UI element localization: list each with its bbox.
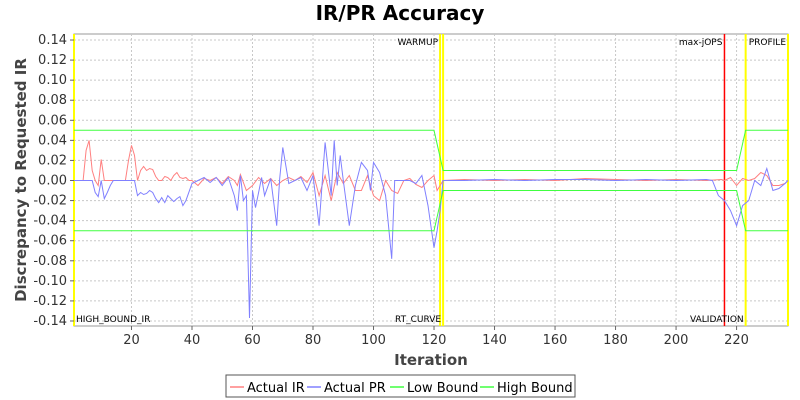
- legend: Actual IR Actual PR Low Bound High Bound: [225, 374, 576, 398]
- series-line: [74, 190, 788, 232]
- axis-layer: 0.14 0.12 0.10 0.08 0.06 0.04 0.02 0.00 -0.02 -0.…: [33, 33, 749, 348]
- series-line: [74, 140, 789, 319]
- y-tick-label: 0.02: [38, 153, 67, 168]
- legend-label: Actual IR: [247, 381, 305, 396]
- x-tick-label: 200: [664, 333, 689, 348]
- y-tick-label: -0.02: [33, 194, 67, 209]
- y-tick-label: 0.08: [38, 93, 67, 108]
- chart-title: IR/PR Accuracy: [316, 1, 485, 25]
- x-tick-label: 100: [361, 333, 386, 348]
- marker-label: VALIDATION: [690, 315, 744, 325]
- x-tick-label: 20: [123, 333, 140, 348]
- y-tick-label: -0.14: [33, 314, 67, 329]
- y-tick-label: -0.04: [33, 214, 67, 229]
- x-tick-label: 220: [724, 333, 749, 348]
- x-tick-label: 160: [543, 333, 568, 348]
- legend-label: Low Bound: [407, 381, 478, 396]
- series-group: [74, 140, 789, 319]
- x-tick-label: 120: [422, 333, 447, 348]
- y-tick-label: 0.06: [38, 113, 67, 128]
- marker-layer: WARMUP max-jOPS PROFILE HIGH_BOUND_IR RT_CUR…: [73, 34, 789, 326]
- y-tick-label: 0.00: [38, 174, 67, 189]
- x-tick-label: 180: [603, 333, 628, 348]
- x-tick-label: 140: [482, 333, 507, 348]
- marker-label: WARMUP: [397, 38, 438, 48]
- y-tick-label: 0.12: [38, 53, 67, 68]
- y-tick-label: 0.14: [38, 33, 67, 48]
- y-tick-label: -0.08: [33, 254, 67, 269]
- series-group: [74, 190, 788, 232]
- x-tick-label: 60: [244, 333, 261, 348]
- y-tick-label: 0.04: [38, 133, 67, 148]
- legend-frame: [225, 374, 576, 398]
- series-line: [74, 129, 788, 171]
- marker-label: HIGH_BOUND_IR: [76, 315, 150, 325]
- y-axis-label: Discrepancy to Requested IR: [12, 58, 30, 302]
- y-tick-label: -0.12: [33, 294, 67, 309]
- marker-label: PROFILE: [749, 38, 787, 48]
- legend-label: High Bound: [497, 381, 573, 396]
- series-layer: [74, 129, 789, 319]
- y-tick-label: -0.06: [33, 234, 67, 249]
- x-tick-label: 80: [305, 333, 322, 348]
- marker-label: RT_CURVE: [395, 315, 441, 325]
- y-tick-label: 0.10: [38, 73, 67, 88]
- x-tick-label: 40: [184, 333, 201, 348]
- y-tick-label: -0.10: [33, 274, 67, 289]
- legend-label: Actual PR: [324, 381, 386, 396]
- series-group: [74, 129, 788, 171]
- marker-label: max-jOPS: [679, 38, 723, 48]
- x-axis-label: Iteration: [394, 351, 468, 369]
